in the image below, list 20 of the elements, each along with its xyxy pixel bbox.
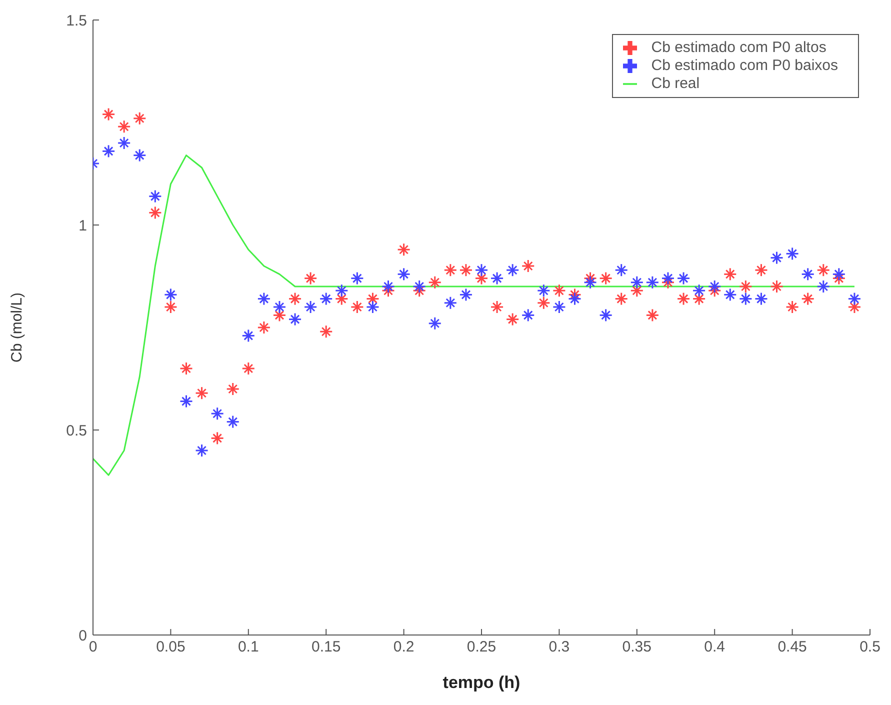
y-tick-label: 1 <box>78 217 87 234</box>
legend-label: Cb estimado com P0 baixos <box>651 57 838 74</box>
line-series <box>93 154 856 476</box>
y-tick-label: 1.5 <box>66 12 87 30</box>
legend-label: Cb estimado com P0 altos <box>651 39 826 56</box>
y-tick-label: 0 <box>78 627 87 644</box>
x-tick-label: 0.2 <box>393 638 414 656</box>
x-tick-label: 0.35 <box>622 638 652 656</box>
x-tick-label: 0.3 <box>548 638 570 656</box>
legend-label: Cb real <box>651 75 700 92</box>
x-tick-label: 0.5 <box>860 638 880 656</box>
x-axis-title: tempo (h) <box>442 673 520 692</box>
x-tick-label: 0.1 <box>238 638 259 656</box>
x-tick-label: 0.25 <box>466 638 496 656</box>
x-tick-label: 0.4 <box>704 638 726 656</box>
y-axis-title: Cb (mol/L) <box>8 292 26 363</box>
x-tick-label: 0.15 <box>312 638 341 656</box>
x-tick-label: 0.05 <box>156 638 186 656</box>
y-tick-label: 0.5 <box>66 422 87 440</box>
x-tick-label: 0.45 <box>778 638 807 656</box>
